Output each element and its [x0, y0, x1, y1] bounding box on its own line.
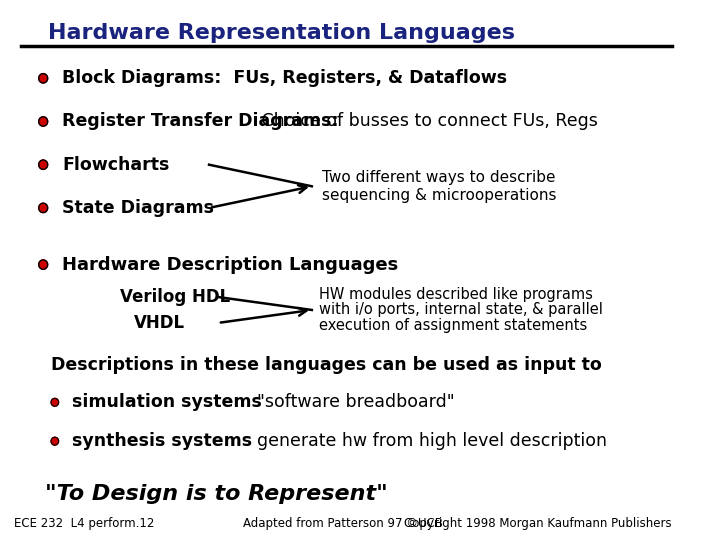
Text: synthesis systems: synthesis systems [72, 432, 252, 450]
Text: Flowcharts: Flowcharts [63, 156, 170, 174]
Text: Verilog HDL: Verilog HDL [120, 288, 230, 306]
Text: simulation systems: simulation systems [72, 393, 262, 411]
Ellipse shape [39, 260, 48, 269]
Ellipse shape [39, 117, 48, 126]
Text: generate hw from high level description: generate hw from high level description [257, 432, 607, 450]
Text: Block Diagrams:  FUs, Registers, & Dataflows: Block Diagrams: FUs, Registers, & Datafl… [63, 69, 508, 87]
Text: VHDL: VHDL [134, 314, 185, 332]
Ellipse shape [39, 160, 48, 170]
Text: Two different ways to describe: Two different ways to describe [322, 170, 556, 185]
Text: ECE 232  L4 perform.12: ECE 232 L4 perform.12 [14, 517, 154, 530]
Ellipse shape [51, 399, 58, 406]
Text: Hardware Representation Languages: Hardware Representation Languages [48, 23, 515, 43]
Text: sequencing & microoperations: sequencing & microoperations [322, 188, 557, 203]
Ellipse shape [39, 73, 48, 83]
Text: Hardware Description Languages: Hardware Description Languages [63, 255, 399, 274]
Text: execution of assignment statements: execution of assignment statements [319, 318, 587, 333]
Text: HW modules described like programs: HW modules described like programs [319, 287, 593, 302]
Text: Adapted from Patterson 97 ©UCB: Adapted from Patterson 97 ©UCB [243, 517, 443, 530]
Ellipse shape [39, 203, 48, 213]
Ellipse shape [51, 437, 58, 445]
Text: Choice of busses to connect FUs, Regs: Choice of busses to connect FUs, Regs [256, 112, 598, 131]
Text: Descriptions in these languages can be used as input to: Descriptions in these languages can be u… [51, 355, 602, 374]
Text: State Diagrams: State Diagrams [63, 199, 215, 217]
Text: with i/o ports, internal state, & parallel: with i/o ports, internal state, & parall… [319, 302, 603, 318]
Text: Copyright 1998 Morgan Kaufmann Publishers: Copyright 1998 Morgan Kaufmann Publisher… [404, 517, 672, 530]
Text: "software breadboard": "software breadboard" [257, 393, 454, 411]
Text: "To Design is to Represent": "To Design is to Represent" [45, 484, 387, 504]
Text: Register Transfer Diagrams:: Register Transfer Diagrams: [63, 112, 345, 131]
